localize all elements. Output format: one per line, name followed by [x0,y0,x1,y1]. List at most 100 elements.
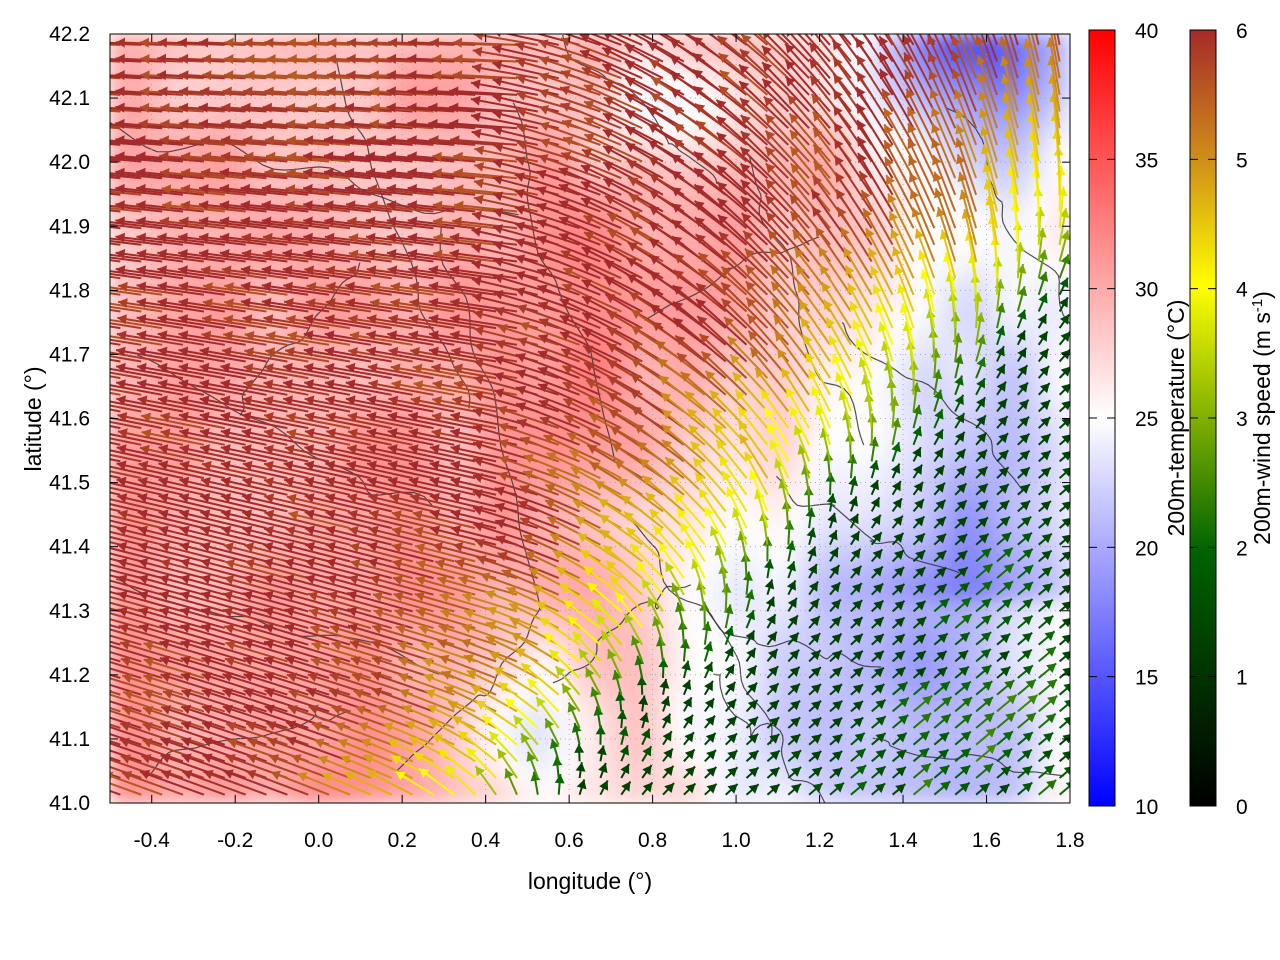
temperature-cell [929,296,951,319]
wind-vector-head [98,721,108,731]
temperature-cell [669,538,691,562]
wind-vector-shaft [179,494,246,513]
wind-vector-shaft [409,284,476,296]
wind-vector-head [286,736,297,746]
wind-vector-shaft [160,430,226,446]
wind-vector-shaft [242,478,309,496]
wind-vector-head [180,590,191,601]
wind-vector-shaft [453,543,518,563]
wind-vector-head [95,363,105,373]
wind-vector-head [536,22,546,32]
wind-vector-shaft [137,478,205,496]
wind-vector-head [324,151,334,162]
wind-vector-shaft [393,593,455,613]
wind-vector-shaft [110,404,142,413]
wind-vector-shaft [432,203,497,213]
wind-vector-shaft [110,749,142,763]
wind-vector-shaft [219,219,288,230]
wind-vector-shaft [261,187,330,196]
wind-vector-shaft [157,397,225,413]
wind-vector-head [366,346,377,357]
wind-vector-shaft [270,771,330,796]
wind-vector-head [365,151,376,162]
wind-vector-head [432,168,442,178]
temperature-cell [1049,579,1070,602]
temperature-cell [829,478,851,501]
temperature-cell [989,255,1011,278]
wind-vector-shaft [386,106,455,113]
wind-vector-shaft [262,235,330,246]
wind-vector-head [136,216,146,227]
wind-vector-head [368,37,378,48]
wind-vector-shaft [110,601,142,613]
wind-vector-head [303,200,313,211]
wind-vector-head [327,591,338,601]
wind-vector-shaft [408,332,476,346]
wind-vector-head [303,346,314,357]
wind-vector-shaft [428,284,497,296]
wind-vector-head [416,559,426,570]
wind-vector-head [223,314,234,325]
wind-vector-head [326,574,337,585]
wind-vector-shaft [373,609,434,630]
wind-vector-head [344,167,355,178]
wind-vector-shaft [286,90,351,96]
wind-vector-head [136,265,147,276]
wind-vector-head [156,53,167,64]
wind-vector-head [224,54,234,64]
wind-vector-shaft [263,397,330,413]
wind-vector-shaft [283,397,351,413]
wind-vector-head [263,558,274,568]
wind-vector-head [395,624,406,635]
temperature-cell [129,781,151,803]
temperature-cell [909,640,931,663]
wind-vector-shaft [242,462,309,480]
wind-vector-shaft [161,203,225,213]
temperature-cell [989,316,1011,339]
wind-vector-head [120,721,131,732]
wind-vector-head [200,86,210,97]
wind-vector-head [243,135,253,146]
wind-vector-head [160,753,171,763]
wind-vector-head [110,673,111,676]
wind-vector-head [180,135,190,146]
wind-vector-head [454,200,464,211]
wind-vector-shaft [431,430,497,446]
wind-vector-head [137,379,147,389]
wind-vector-shaft [296,772,351,796]
wind-vector-head [308,704,319,715]
wind-vector-head [288,510,299,521]
wind-vector-head [429,330,439,341]
wind-vector-head [263,574,274,585]
wind-vector-head [408,428,419,438]
temperature-cell [649,34,671,56]
wind-vector-head [325,541,336,552]
wind-vector-head [159,639,170,650]
wind-vector-shaft [241,252,309,263]
wind-vector-head [445,765,456,776]
wind-vector-shaft [284,349,351,363]
wind-vector-head [137,493,148,503]
wind-vector-head [265,347,276,357]
wind-vector-head [348,233,359,244]
wind-vector-head [391,379,402,390]
wind-vector-head [179,444,190,455]
wind-vector-head [466,670,478,680]
temperature-cell [789,538,811,562]
wind-vector-head [99,315,109,325]
wind-vector-head [326,412,336,422]
wind-vector-head [96,542,106,552]
wind-vector-shaft [291,754,351,779]
wind-vector-head [304,509,315,520]
temperature-cell [689,781,711,803]
wind-vector-head [439,654,450,665]
wind-vector-head [263,314,274,325]
wind-vector-shaft [241,446,309,463]
temperature-cell [889,377,911,400]
wind-vector-head [449,265,460,276]
wind-vector-shaft [110,774,163,796]
wind-vector-head [140,86,150,97]
wind-vector-head [115,102,125,113]
temperature-cell [969,53,991,76]
temperature-cell [429,761,451,784]
